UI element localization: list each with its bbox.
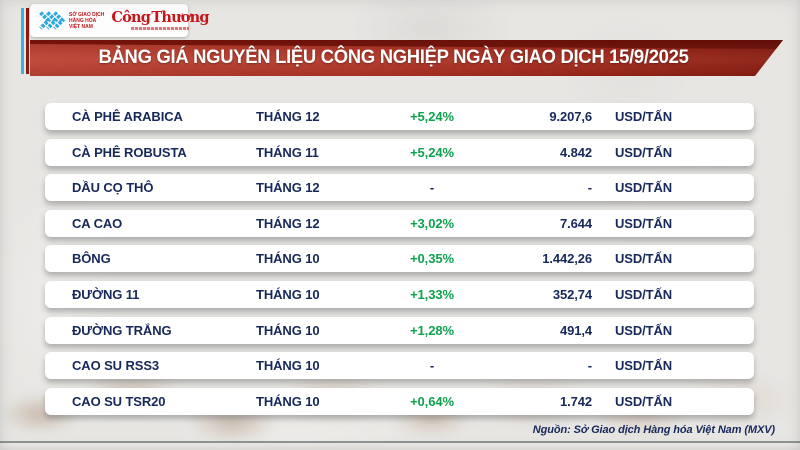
page-title: BẢNG GIÁ NGUYÊN LIỆU CÔNG NGHIỆP NGÀY GI…	[98, 47, 689, 68]
logo-box: SỞ GIAO DỊCH HÀNG HÓA VIỆT NAM Công Thươ…	[30, 4, 210, 37]
source-credit: Nguồn: Sở Giao dịch Hàng hóa Việt Nam (M…	[532, 424, 775, 436]
price-table: CÀ PHÊ ARABICA THÁNG 12 +5,24% 9.207,6 U…	[45, 103, 754, 415]
bottom-divider	[0, 441, 800, 443]
title-banner: BẢNG GIÁ NGUYÊN LIỆU CÔNG NGHIỆP NGÀY GI…	[30, 40, 783, 76]
commodity-name: BÔNG	[72, 251, 111, 267]
contract-month: THÁNG 12	[256, 215, 320, 231]
mxv-text-line2: HÀNG HÓA	[69, 17, 97, 24]
price-unit: USD/TẤN	[615, 286, 673, 302]
price-value: 352,74	[552, 286, 592, 302]
price-value: 9.207,6	[549, 109, 592, 124]
mxv-logo-text: SỞ GIAO DỊCH HÀNG HÓA VIỆT NAM	[69, 12, 104, 30]
commodity-name: DẦU CỌ THÔ	[72, 180, 154, 196]
price-value: -	[587, 358, 592, 374]
percent-change: +1,33%	[410, 286, 454, 302]
price-value: 491,4	[559, 322, 592, 338]
mxv-logo-icon	[39, 11, 65, 30]
table-row: CAO SU RSS3 THÁNG 10 - - USD/TẤN	[45, 352, 754, 380]
price-unit: USD/TẤN	[615, 393, 673, 409]
bottom-margin	[0, 443, 800, 450]
accent-stripe-maroon	[25, 8, 29, 74]
price-unit: USD/TẤN	[615, 251, 673, 267]
commodity-name: CAO SU TSR20	[72, 393, 166, 409]
commodity-name: CAO SU RSS3	[72, 358, 160, 374]
price-value: 7.644	[559, 215, 592, 231]
table-row: BÔNG THÁNG 10 +0,35% 1.442,26 USD/TẤN	[45, 245, 754, 273]
contract-month: THÁNG 10	[256, 251, 320, 267]
percent-change: +3,02%	[410, 215, 454, 231]
percent-change: +0,35%	[410, 251, 454, 267]
contract-month: THÁNG 11	[256, 144, 319, 160]
commodity-name: CÀ PHÊ ROBUSTA	[72, 144, 187, 160]
table-row: CÀ PHÊ ROBUSTA THÁNG 11 +5,24% 4.842 USD…	[45, 138, 754, 166]
accent-stripe-cyan	[21, 8, 24, 74]
commodity-name: ĐƯỜNG TRẮNG	[72, 322, 172, 338]
table-row: CÀ PHÊ ARABICA THÁNG 12 +5,24% 9.207,6 U…	[45, 103, 754, 130]
table-row: ĐƯỜNG 11 THÁNG 10 +1,33% 352,74 USD/TẤN	[45, 280, 754, 308]
price-value: 4.842	[559, 144, 592, 160]
percent-change: +5,24%	[410, 144, 454, 160]
table-row: ĐƯỜNG TRẮNG THÁNG 10 +1,28% 491,4 USD/TẤ…	[45, 316, 754, 344]
percent-change: -	[429, 180, 435, 196]
congthuong-subtext-bar	[131, 27, 190, 30]
contract-month: THÁNG 10	[256, 286, 320, 302]
table-row: DẦU CỌ THÔ THÁNG 12 - - USD/TẤN	[45, 174, 754, 202]
mxv-text-line1: SỞ GIAO DỊCH	[69, 11, 105, 18]
contract-month: THÁNG 12	[256, 109, 320, 124]
table-row: CA CAO THÁNG 12 +3,02% 7.644 USD/TẤN	[45, 209, 754, 237]
price-unit: USD/TẤN	[615, 109, 673, 124]
congthuong-logo: Công Thương	[111, 9, 210, 30]
contract-month: THÁNG 12	[256, 180, 320, 196]
commodity-name: ĐƯỜNG 11	[72, 286, 140, 302]
price-value: 1.442,26	[542, 251, 592, 267]
commodity-name: CÀ PHÊ ARABICA	[72, 109, 183, 124]
contract-month: THÁNG 10	[256, 322, 320, 338]
contract-month: THÁNG 10	[256, 393, 320, 409]
percent-change: +0,64%	[410, 393, 454, 409]
price-value: 1.742	[559, 393, 592, 409]
percent-change: -	[429, 358, 435, 374]
price-unit: USD/TẤN	[615, 322, 673, 338]
commodity-name: CA CAO	[72, 215, 123, 231]
congthuong-wordmark: Công Thương	[111, 9, 209, 26]
percent-change: +1,28%	[410, 322, 454, 338]
table-row: CAO SU TSR20 THÁNG 10 +0,64% 1.742 USD/T…	[45, 387, 754, 415]
mxv-text-line3: VIỆT NAM	[69, 23, 93, 30]
percent-change: +5,24%	[410, 109, 454, 124]
price-value: -	[587, 180, 592, 196]
price-unit: USD/TẤN	[615, 215, 673, 231]
price-unit: USD/TẤN	[615, 144, 673, 160]
price-unit: USD/TẤN	[615, 358, 673, 374]
price-unit: USD/TẤN	[615, 180, 673, 196]
contract-month: THÁNG 10	[256, 358, 320, 374]
